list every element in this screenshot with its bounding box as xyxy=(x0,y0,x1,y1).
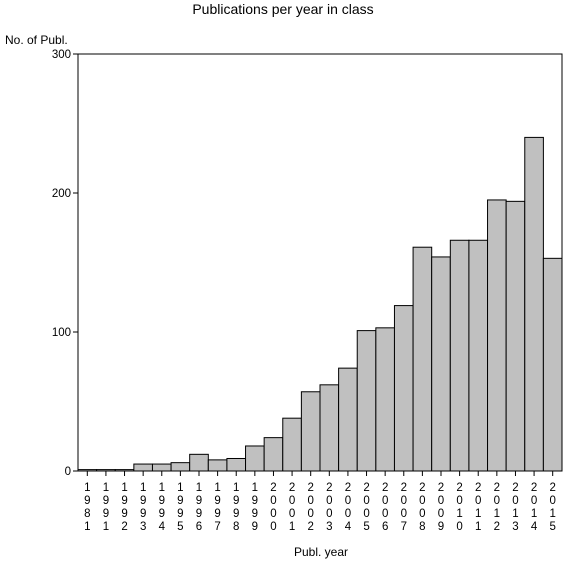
bars xyxy=(77,136,563,472)
y-axis-ticks: 0 100 200 300 xyxy=(52,49,78,478)
bar-2015 xyxy=(542,257,563,472)
bar-2008 xyxy=(412,246,433,472)
bar-2006 xyxy=(375,327,395,472)
bar-2000 xyxy=(263,437,284,472)
bar-2011 xyxy=(468,239,489,472)
bar-1997 xyxy=(207,459,228,472)
bar-2007 xyxy=(393,305,414,472)
y-tick-label-100: 100 xyxy=(52,327,71,339)
bar-2001 xyxy=(282,417,302,472)
bar-2013 xyxy=(505,200,526,472)
bar-1995 xyxy=(170,462,191,472)
chart-title: Publications per year in class xyxy=(192,1,373,17)
bar-2004 xyxy=(338,367,358,472)
bar-1998 xyxy=(226,457,247,472)
bar-1993 xyxy=(133,463,153,472)
bar-2002 xyxy=(300,391,321,472)
y-tick-label-200: 200 xyxy=(52,188,71,200)
bar-1991 xyxy=(96,469,116,472)
y-tick-label-300: 300 xyxy=(52,49,71,61)
x-axis-ticks: 1 9 8 1 1 9 9 1 1 9 9 2 1 9 9 3 1 9 9 4 1 9 9 5 1 9 9 6 1 9 9 7 1 9 9 8 1 9 9 9… xyxy=(84,471,556,533)
bar-2003 xyxy=(319,384,340,472)
bar-2012 xyxy=(487,199,507,472)
bar-1992 xyxy=(114,469,135,472)
bar-1981 xyxy=(77,469,98,472)
bar-1994 xyxy=(151,463,172,472)
bar-2014 xyxy=(524,136,544,472)
bar-2010 xyxy=(449,239,470,472)
bar-2009 xyxy=(431,256,451,472)
bar-2005 xyxy=(356,330,377,472)
y-tick-label-0: 0 xyxy=(65,466,71,478)
x-axis-label: Publ. year xyxy=(294,545,348,559)
bar-1996 xyxy=(189,453,209,472)
bar-1999 xyxy=(245,445,265,472)
y-axis-label: No. of Publ. xyxy=(5,33,68,47)
